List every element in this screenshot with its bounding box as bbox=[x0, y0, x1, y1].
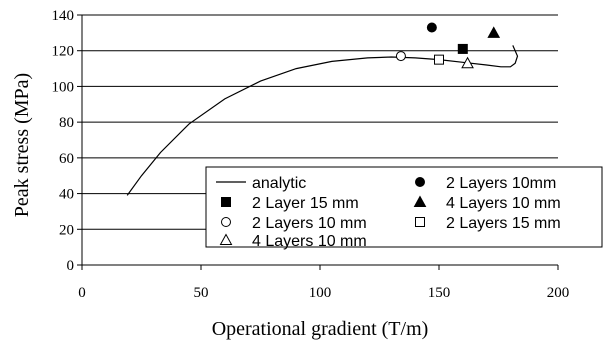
legend-swatch-open-circle bbox=[221, 217, 231, 227]
data-point-open-circle bbox=[395, 51, 406, 62]
legend-swatch-filled-triangle bbox=[413, 195, 427, 207]
data-point-filled-square bbox=[457, 43, 468, 54]
analytic-curve bbox=[126, 45, 519, 196]
series bbox=[126, 22, 519, 196]
legend-label: 4 Layers 10 mm bbox=[252, 233, 367, 250]
x-axis-title: Operational gradient (T/m) bbox=[212, 318, 429, 340]
legend-swatch-open-square bbox=[415, 217, 425, 227]
legend-label: 4 Layers 10 mm bbox=[446, 195, 561, 212]
y-tick-label: 60 bbox=[59, 151, 74, 167]
y-tick-label: 20 bbox=[59, 222, 74, 238]
y-tick-label: 100 bbox=[52, 79, 75, 95]
y-tick-label: 140 bbox=[52, 8, 75, 24]
legend-label: 2 Layers 15 mm bbox=[446, 215, 561, 232]
x-tick-label: 100 bbox=[309, 285, 332, 301]
legend-swatch-filled-circle bbox=[415, 177, 425, 187]
y-axis-title: Peak stress (MPa) bbox=[11, 73, 33, 217]
data-point-filled-circle bbox=[426, 22, 437, 33]
x-tick-label: 200 bbox=[547, 285, 570, 301]
x-tick-label: 150 bbox=[428, 285, 451, 301]
y-tick-label: 0 bbox=[67, 258, 75, 274]
y-tick-label: 120 bbox=[52, 44, 75, 60]
legend-box bbox=[205, 166, 603, 248]
legend-label: 2 Layers 10mm bbox=[446, 175, 556, 192]
legend-label: 2 Layers 10 mm bbox=[252, 215, 367, 232]
data-point-open-square bbox=[434, 54, 444, 65]
legend-label: 2 Layer 15 mm bbox=[252, 195, 359, 212]
legend-swatch-filled-square bbox=[221, 197, 231, 207]
legend-label: analytic bbox=[252, 175, 306, 192]
legend-swatch-open-triangle bbox=[219, 233, 233, 245]
axes bbox=[77, 14, 559, 270]
y-tick-labels: 0 20 40 60 80 100 120 140 bbox=[52, 8, 75, 274]
legend: analytic 2 Layers 10mm 2 Layer 15 mm 4 Laye… bbox=[205, 166, 603, 250]
x-tick-label: 50 bbox=[194, 285, 209, 301]
data-point-filled-triangle bbox=[487, 26, 501, 38]
grid-lines bbox=[82, 14, 558, 230]
data-point-open-triangle bbox=[461, 56, 474, 69]
y-tick-label: 40 bbox=[59, 187, 74, 203]
x-tick-labels: 0 50 100 150 200 bbox=[78, 285, 569, 301]
y-tick-label: 80 bbox=[59, 115, 74, 131]
x-tick-label: 0 bbox=[78, 285, 86, 301]
